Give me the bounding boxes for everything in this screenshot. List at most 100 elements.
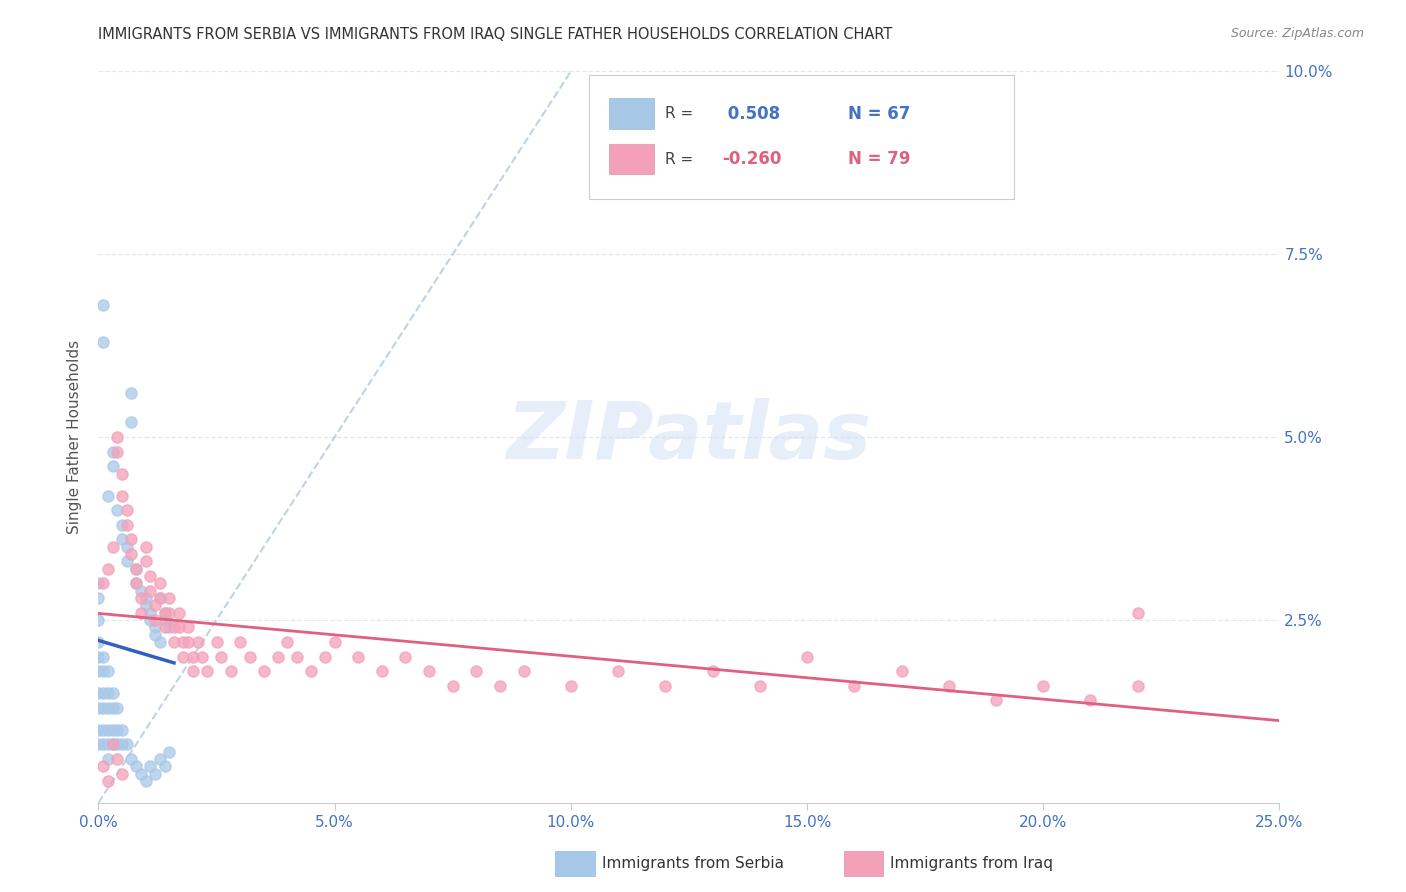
Point [239,649,262,664]
Point [97,773,120,788]
Point [87,700,110,714]
Point [139,613,162,627]
Point [97,752,120,766]
Text: N = 67: N = 67 [848,104,911,123]
Point [195,664,218,678]
Point [125,562,148,576]
Point [167,606,190,620]
Point [87,686,110,700]
Point [163,620,186,634]
Point [205,635,228,649]
Point [121,533,143,547]
Point [489,679,512,693]
Point [139,583,162,598]
Point [87,723,110,737]
Text: Immigrants from Serbia: Immigrants from Serbia [602,856,783,871]
Point [1032,679,1054,693]
Point [347,649,370,664]
Point [157,620,180,634]
Point [796,649,818,664]
Point [149,576,172,591]
Point [143,599,166,613]
Point [135,591,157,605]
Point [654,679,676,693]
Point [285,649,308,664]
Point [121,416,143,430]
Point [1126,606,1149,620]
Point [105,503,128,517]
Point [219,664,242,678]
Point [938,679,960,693]
Point [111,517,134,532]
Point [91,576,114,591]
Point [125,759,148,773]
Point [143,620,166,634]
Point [702,664,724,678]
Point [172,649,194,664]
Point [91,759,114,773]
Point [129,606,152,620]
Point [111,533,134,547]
Point [87,664,110,678]
Point [181,649,204,664]
Point [105,700,128,714]
Point [153,620,176,634]
Point [101,723,124,737]
Point [844,679,866,693]
Point [87,613,110,627]
Point [91,334,114,349]
Point [105,723,128,737]
Point [111,723,134,737]
Point [91,649,114,664]
Y-axis label: Single Father Households: Single Father Households [67,340,83,534]
Point [125,576,148,591]
Point [512,664,534,678]
Point [465,664,488,678]
Point [149,635,172,649]
Point [97,686,120,700]
Point [441,679,464,693]
Point [172,635,194,649]
Bar [609,144,654,175]
Point [87,591,110,605]
Point [253,664,276,678]
Bar [609,98,654,129]
Point [87,576,110,591]
Point [97,489,120,503]
Point [149,591,172,605]
Text: 0.508: 0.508 [723,104,780,123]
Point [143,766,166,780]
Point [129,591,152,605]
Point [139,606,162,620]
Text: R =: R = [665,152,699,167]
Point [153,613,176,627]
Point [167,620,190,634]
Point [111,489,134,503]
Point [139,569,162,583]
Point [135,540,157,554]
Point [111,766,134,780]
Point [607,664,630,678]
Point [97,723,120,737]
Point [105,752,128,766]
Point [157,606,180,620]
Text: Source: ZipAtlas.com: Source: ZipAtlas.com [1230,27,1364,40]
Point [267,649,290,664]
Point [91,298,114,312]
Point [91,737,114,751]
Point [371,664,394,678]
Text: Immigrants from Iraq: Immigrants from Iraq [890,856,1053,871]
Point [111,737,134,751]
Point [135,554,157,568]
Point [101,737,124,751]
Point [209,649,232,664]
Point [115,737,138,751]
Point [276,635,298,649]
Point [87,649,110,664]
Point [91,686,114,700]
Point [115,517,138,532]
Point [129,766,152,780]
Point [115,554,138,568]
Point [890,664,912,678]
Point [748,679,770,693]
